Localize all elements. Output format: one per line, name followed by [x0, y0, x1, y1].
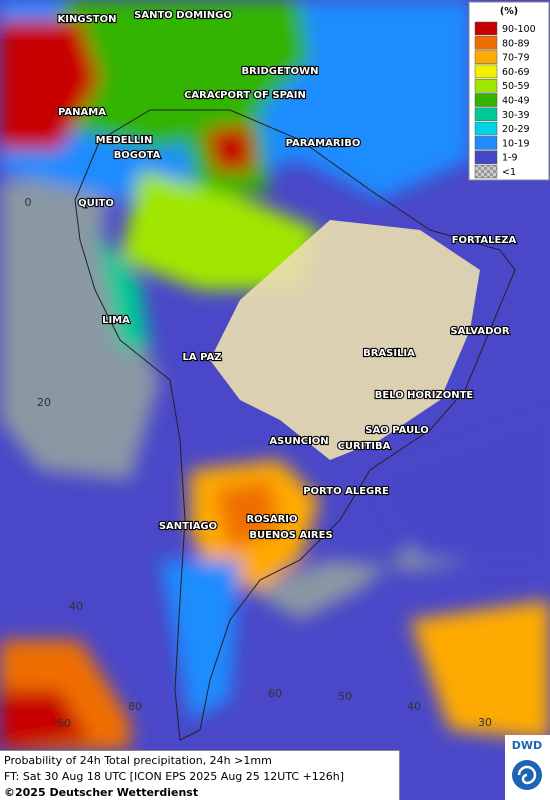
city-label: LA PAZ — [183, 352, 222, 363]
grid-label: 50 — [338, 690, 352, 703]
legend-swatch — [474, 36, 498, 50]
grid-label: 60 — [57, 717, 71, 730]
legend-label: 50-59 — [502, 81, 530, 92]
legend-label: 1-9 — [502, 153, 518, 164]
footer: Probability of 24h Total precipitation, … — [0, 750, 400, 800]
legend-label: 20-29 — [502, 124, 530, 135]
legend-title: (%) — [500, 6, 518, 17]
grid-label: 40 — [69, 600, 83, 613]
footer-title: Probability of 24h Total precipitation, … — [4, 754, 272, 767]
logo: DWD — [505, 735, 550, 800]
city-label: KINGSTON — [58, 14, 117, 25]
legend-label: 80-89 — [502, 38, 530, 49]
legend-swatch — [474, 164, 498, 179]
dry-area — [210, 220, 480, 460]
city-label: CURITIBA — [338, 441, 391, 452]
legend-swatch — [474, 107, 498, 122]
logo-text: DWD — [512, 739, 542, 752]
city-label: FORTALEZA — [452, 235, 517, 246]
grid-label: 80 — [128, 700, 142, 713]
legend-label: 60-69 — [502, 67, 530, 78]
grid-label: 40 — [407, 700, 421, 713]
city-label: PANAMA — [58, 107, 106, 118]
city-label: PARAMARIBO — [286, 138, 361, 149]
city-label: SAO PAULO — [365, 425, 428, 436]
legend-label: 90-100 — [502, 24, 536, 35]
city-label: BUENOS AIRES — [249, 530, 332, 541]
city-label: ROSARIO — [246, 514, 297, 525]
legend-label: 70-79 — [502, 53, 530, 64]
legend: (%) 90-100 80-89 70-79 60-69 50-59 40-49 30-39… — [468, 1, 550, 181]
legend-label: 30-39 — [502, 110, 530, 121]
city-label: QUITO — [78, 198, 114, 209]
city-label: MEDELLIN — [96, 135, 153, 146]
city-label: BELO HORIZONTE — [375, 390, 474, 401]
city-label: SANTO DOMINGO — [134, 10, 232, 21]
legend-swatch — [474, 93, 498, 107]
footer-copyright: ©2025 Deutscher Wetterdienst — [4, 786, 199, 799]
city-label: CARAC — [184, 90, 222, 101]
grid-label: 0 — [25, 196, 32, 209]
legend-swatch — [474, 121, 498, 136]
legend-swatch — [474, 21, 498, 36]
city-label: BRASILIA — [363, 348, 415, 359]
grid-label: 60 — [268, 687, 282, 700]
city-label: SALVADOR — [450, 326, 510, 337]
legend-label: 10-19 — [502, 138, 530, 149]
legend-label: 40-49 — [502, 96, 530, 107]
footer-time: FT: Sat 30 Aug 18 UTC [ICON EPS 2025 Aug… — [4, 770, 345, 783]
city-label: ASUNCION — [269, 436, 328, 447]
legend-swatch — [474, 50, 498, 64]
legend-swatch — [474, 136, 498, 150]
legend-swatch — [474, 150, 498, 164]
grid-label: 20 — [37, 396, 51, 409]
city-label: PORTO ALEGRE — [303, 486, 389, 497]
coastline — [74, 109, 516, 741]
city-label: BOGOTA — [114, 150, 161, 161]
city-label: SANTIAGO — [159, 521, 217, 532]
grid-label: 30 — [478, 716, 492, 729]
legend-swatch — [474, 64, 498, 79]
city-label: LIMA — [102, 315, 130, 326]
city-label: PORT OF SPAIN — [220, 90, 306, 101]
city-label: BRIDGETOWN — [241, 66, 318, 77]
logo-graphic: DWD — [512, 739, 542, 790]
legend-swatch — [474, 78, 498, 93]
legend-label: <1 — [502, 167, 516, 178]
